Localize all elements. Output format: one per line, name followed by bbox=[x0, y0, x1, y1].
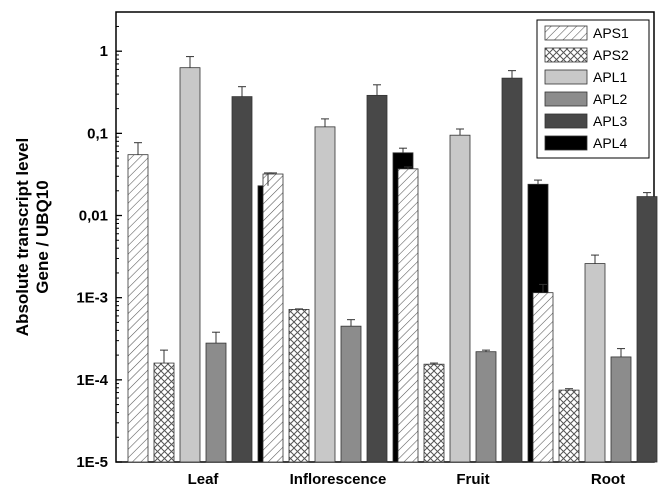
bar-aps1-fruit bbox=[397, 168, 419, 463]
legend-swatch bbox=[544, 47, 588, 63]
bar-apl1-inflorescence bbox=[314, 126, 336, 463]
y-axis-title-line: Absolute transcript level bbox=[13, 138, 32, 336]
legend-label: APL2 bbox=[593, 91, 627, 107]
bar-apl1-fruit bbox=[449, 134, 471, 463]
bar-aps2-fruit bbox=[423, 363, 445, 463]
bar-apl2-root bbox=[610, 356, 632, 463]
bar-aps1-inflorescence bbox=[262, 173, 284, 463]
bar-apl3-leaf bbox=[231, 96, 253, 463]
legend-label: APL4 bbox=[593, 135, 627, 151]
legend: APS1 APS2 APL1 APL2 APL3 APL4 bbox=[536, 19, 650, 159]
bar-apl2-fruit bbox=[475, 351, 497, 463]
y-tick-label: 1E-5 bbox=[76, 454, 108, 471]
bar-apl1-leaf bbox=[179, 67, 201, 463]
y-tick-label: 0,01 bbox=[79, 208, 108, 225]
legend-swatch bbox=[544, 25, 588, 41]
legend-label: APS2 bbox=[593, 47, 629, 63]
legend-swatch bbox=[544, 113, 588, 129]
legend-swatch bbox=[544, 91, 588, 107]
x-tick-label: Leaf bbox=[188, 471, 220, 488]
x-axis: Leaf Inflorescence Fruit Root bbox=[188, 471, 626, 488]
bar-apl1-root bbox=[584, 263, 606, 463]
y-axis: 1 0,1 0,01 1E-3 1E-4 1E-5 Absolute transcript … bbox=[13, 11, 122, 471]
bar-aps1-root bbox=[532, 292, 554, 463]
bar-apl2-leaf bbox=[205, 342, 227, 463]
bar-aps1-leaf bbox=[127, 154, 149, 463]
bar-aps2-inflorescence bbox=[288, 309, 310, 463]
x-tick-label: Inflorescence bbox=[290, 471, 387, 488]
bar-apl2-inflorescence bbox=[340, 325, 362, 463]
legend-label: APL3 bbox=[593, 113, 627, 129]
bar-aps2-root bbox=[558, 389, 580, 463]
error-bars bbox=[134, 56, 651, 391]
legend-box bbox=[536, 19, 650, 159]
y-tick-label: 1E-4 bbox=[76, 372, 108, 389]
y-axis-title-line: Gene / UBQ10 bbox=[33, 180, 52, 293]
bar-aps2-leaf bbox=[153, 362, 175, 463]
bar-apl3-inflorescence bbox=[366, 94, 388, 463]
x-tick-label: Fruit bbox=[456, 471, 489, 488]
y-tick-label: 1E-3 bbox=[76, 290, 108, 307]
bar-apl3-fruit bbox=[501, 77, 523, 463]
legend-swatch bbox=[544, 135, 588, 151]
legend-swatch bbox=[544, 69, 588, 85]
legend-label: APS1 bbox=[593, 25, 629, 41]
legend-label: APL1 bbox=[593, 69, 627, 85]
x-tick-label: Root bbox=[591, 471, 625, 488]
y-tick-label: 0,1 bbox=[87, 125, 108, 142]
y-tick-label: 1 bbox=[100, 43, 108, 60]
bar-apl3-root bbox=[636, 196, 658, 463]
bars bbox=[127, 67, 658, 463]
